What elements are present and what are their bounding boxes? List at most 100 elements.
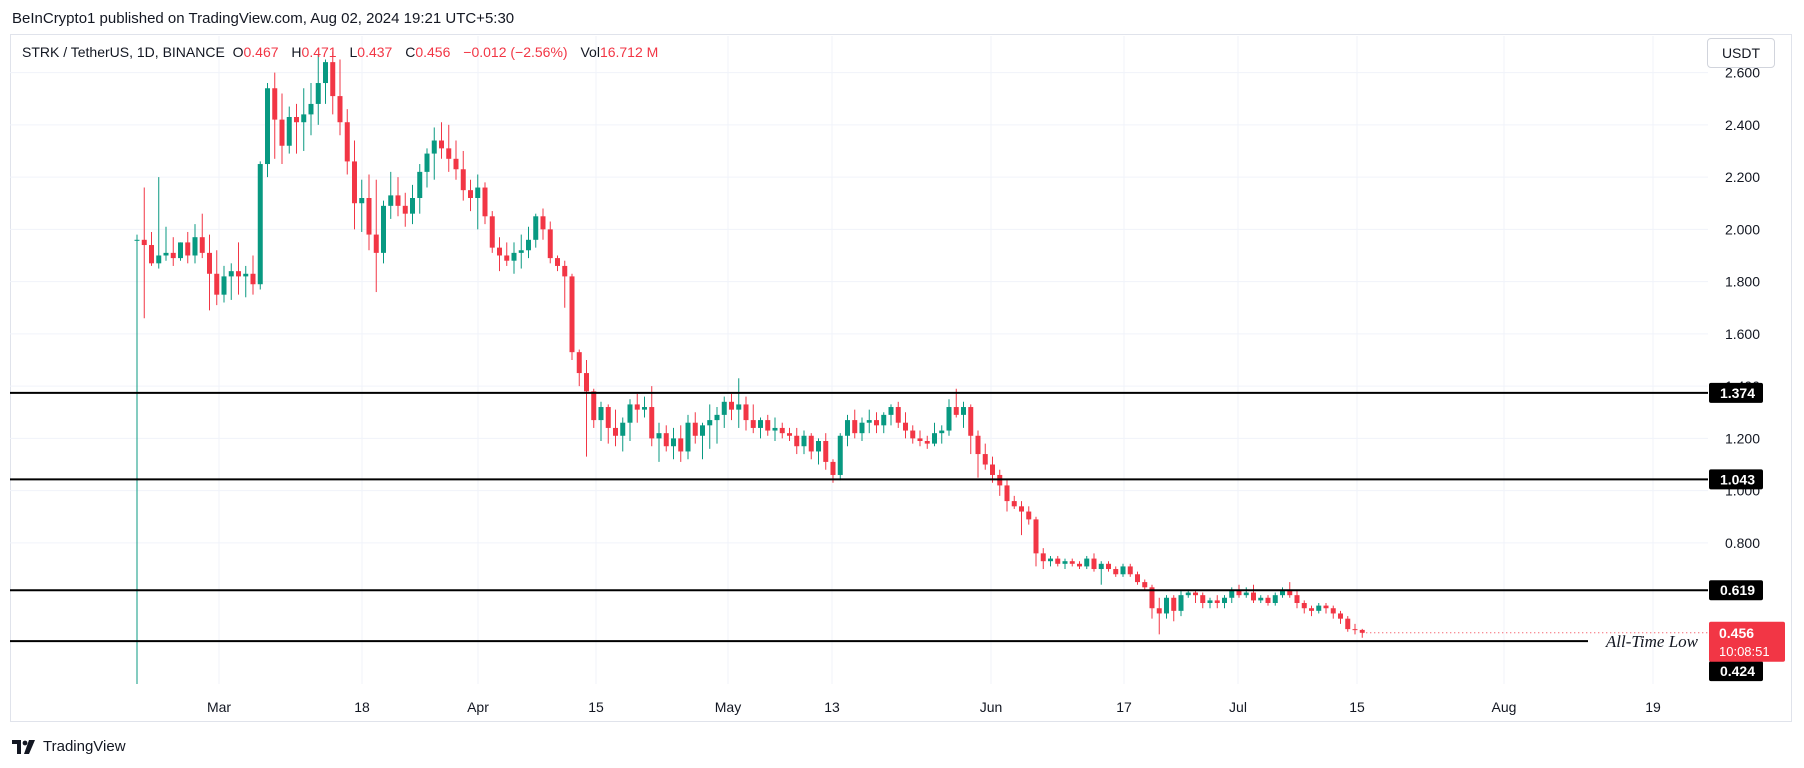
candle-body — [787, 433, 792, 436]
candle-body — [134, 239, 140, 241]
candle-body — [1178, 595, 1184, 611]
candle-body — [859, 422, 865, 434]
candles — [134, 51, 1365, 684]
level-price-tag-text: 0.424 — [1720, 663, 1755, 679]
candle-body — [656, 433, 662, 439]
candle-body — [1164, 597, 1169, 614]
candle-body — [627, 404, 633, 423]
time-tick-label: 15 — [1349, 699, 1365, 715]
candle-body — [961, 407, 966, 415]
high-label: H — [291, 44, 302, 60]
candle-body — [1272, 595, 1278, 603]
candle-body — [765, 420, 771, 431]
candle-body — [569, 276, 575, 353]
candle-body — [982, 454, 988, 465]
candle-body — [1294, 595, 1300, 603]
time-tick-label: Jul — [1229, 699, 1247, 715]
candle-body — [750, 420, 756, 428]
level-price-tag — [1709, 382, 1763, 403]
candle-body — [888, 407, 894, 415]
candle-body — [903, 422, 908, 431]
candle-body — [497, 247, 502, 256]
candle-body — [678, 438, 684, 452]
bar-countdown-text: 10:08:51 — [1719, 644, 1770, 659]
candle-body — [1142, 582, 1148, 588]
chart-frame — [10, 34, 1792, 722]
candle-body — [424, 153, 430, 172]
candle-body — [910, 430, 916, 439]
candle-body — [591, 391, 597, 421]
candle-body — [1113, 569, 1119, 575]
candle-body — [823, 441, 829, 462]
time-tick-label: Aug — [1492, 699, 1517, 715]
time-tick-label: 13 — [824, 699, 840, 715]
candle-body — [526, 239, 531, 251]
horizontal-levels[interactable] — [10, 391, 1708, 643]
candle-body — [852, 420, 858, 434]
candle-body — [308, 103, 314, 115]
candle-body — [808, 435, 814, 452]
candle-body — [468, 190, 473, 198]
candle-body — [460, 169, 466, 191]
candle-body — [381, 205, 386, 253]
candle-body — [1026, 511, 1032, 520]
candle-body — [156, 255, 162, 264]
all-time-low-annotation: All-Time Low — [1605, 632, 1699, 651]
currency-button[interactable]: USDT — [1707, 38, 1775, 68]
candle-body — [417, 171, 423, 198]
candle-body — [323, 62, 328, 84]
volume-value: 16.712 M — [599, 44, 659, 60]
candle-body — [1011, 501, 1017, 507]
candle-body — [533, 216, 539, 240]
candle-body — [953, 407, 959, 415]
candle-body — [1338, 613, 1343, 619]
candle-body — [1323, 605, 1329, 609]
change-value: −0.012 (−2.56%) — [463, 44, 568, 60]
candle-body — [1106, 563, 1111, 570]
current-price-text: 0.456 — [1719, 625, 1754, 641]
candle-body — [1236, 589, 1242, 596]
price-tick-label: 1.200 — [1725, 430, 1760, 446]
candle-body — [1062, 561, 1068, 564]
candle-body — [816, 441, 821, 452]
candle-body — [1048, 558, 1053, 562]
candle-body — [1251, 592, 1256, 601]
candle-body — [700, 425, 705, 436]
current-price-tag — [1709, 621, 1785, 662]
candle-body — [1156, 608, 1162, 614]
candle-body — [758, 420, 763, 428]
candle-body — [192, 237, 198, 256]
candle-body — [895, 407, 901, 423]
candle-body — [866, 420, 872, 423]
candle-body — [547, 229, 553, 259]
candle-body — [1207, 600, 1213, 603]
candle-body — [1265, 597, 1271, 603]
candle-body — [1033, 519, 1039, 554]
candle-body — [1171, 597, 1177, 611]
candle-body — [729, 401, 734, 410]
candle-body — [170, 252, 176, 259]
candle-body — [1200, 595, 1206, 603]
low-label: L — [349, 44, 358, 60]
price-tick-label: 0.800 — [1725, 535, 1760, 551]
candle-body — [1243, 592, 1249, 596]
time-axis: Mar 18 Apr 15 May 13 Jun 17 Jul 15 Aug 19 — [207, 699, 1661, 715]
candle-body — [221, 276, 227, 295]
candle-body — [279, 119, 285, 146]
candle-body — [272, 88, 278, 120]
candle-body — [185, 242, 191, 256]
candle-body — [1135, 574, 1140, 583]
candle-body — [1301, 603, 1307, 609]
candle-body — [1040, 553, 1046, 562]
symbol-legend: STRK / TetherUS, 1D, BINANCE O0.467 H0.4… — [22, 44, 667, 60]
close-label: C — [405, 44, 416, 60]
candle-body — [199, 237, 205, 253]
candle-body — [337, 96, 343, 123]
candle-body — [772, 427, 778, 431]
candle-body — [511, 252, 517, 261]
footer-brand[interactable]: TradingView — [12, 738, 126, 755]
candle-body — [801, 435, 807, 447]
candle-body — [620, 422, 626, 436]
candle-body — [475, 187, 481, 198]
